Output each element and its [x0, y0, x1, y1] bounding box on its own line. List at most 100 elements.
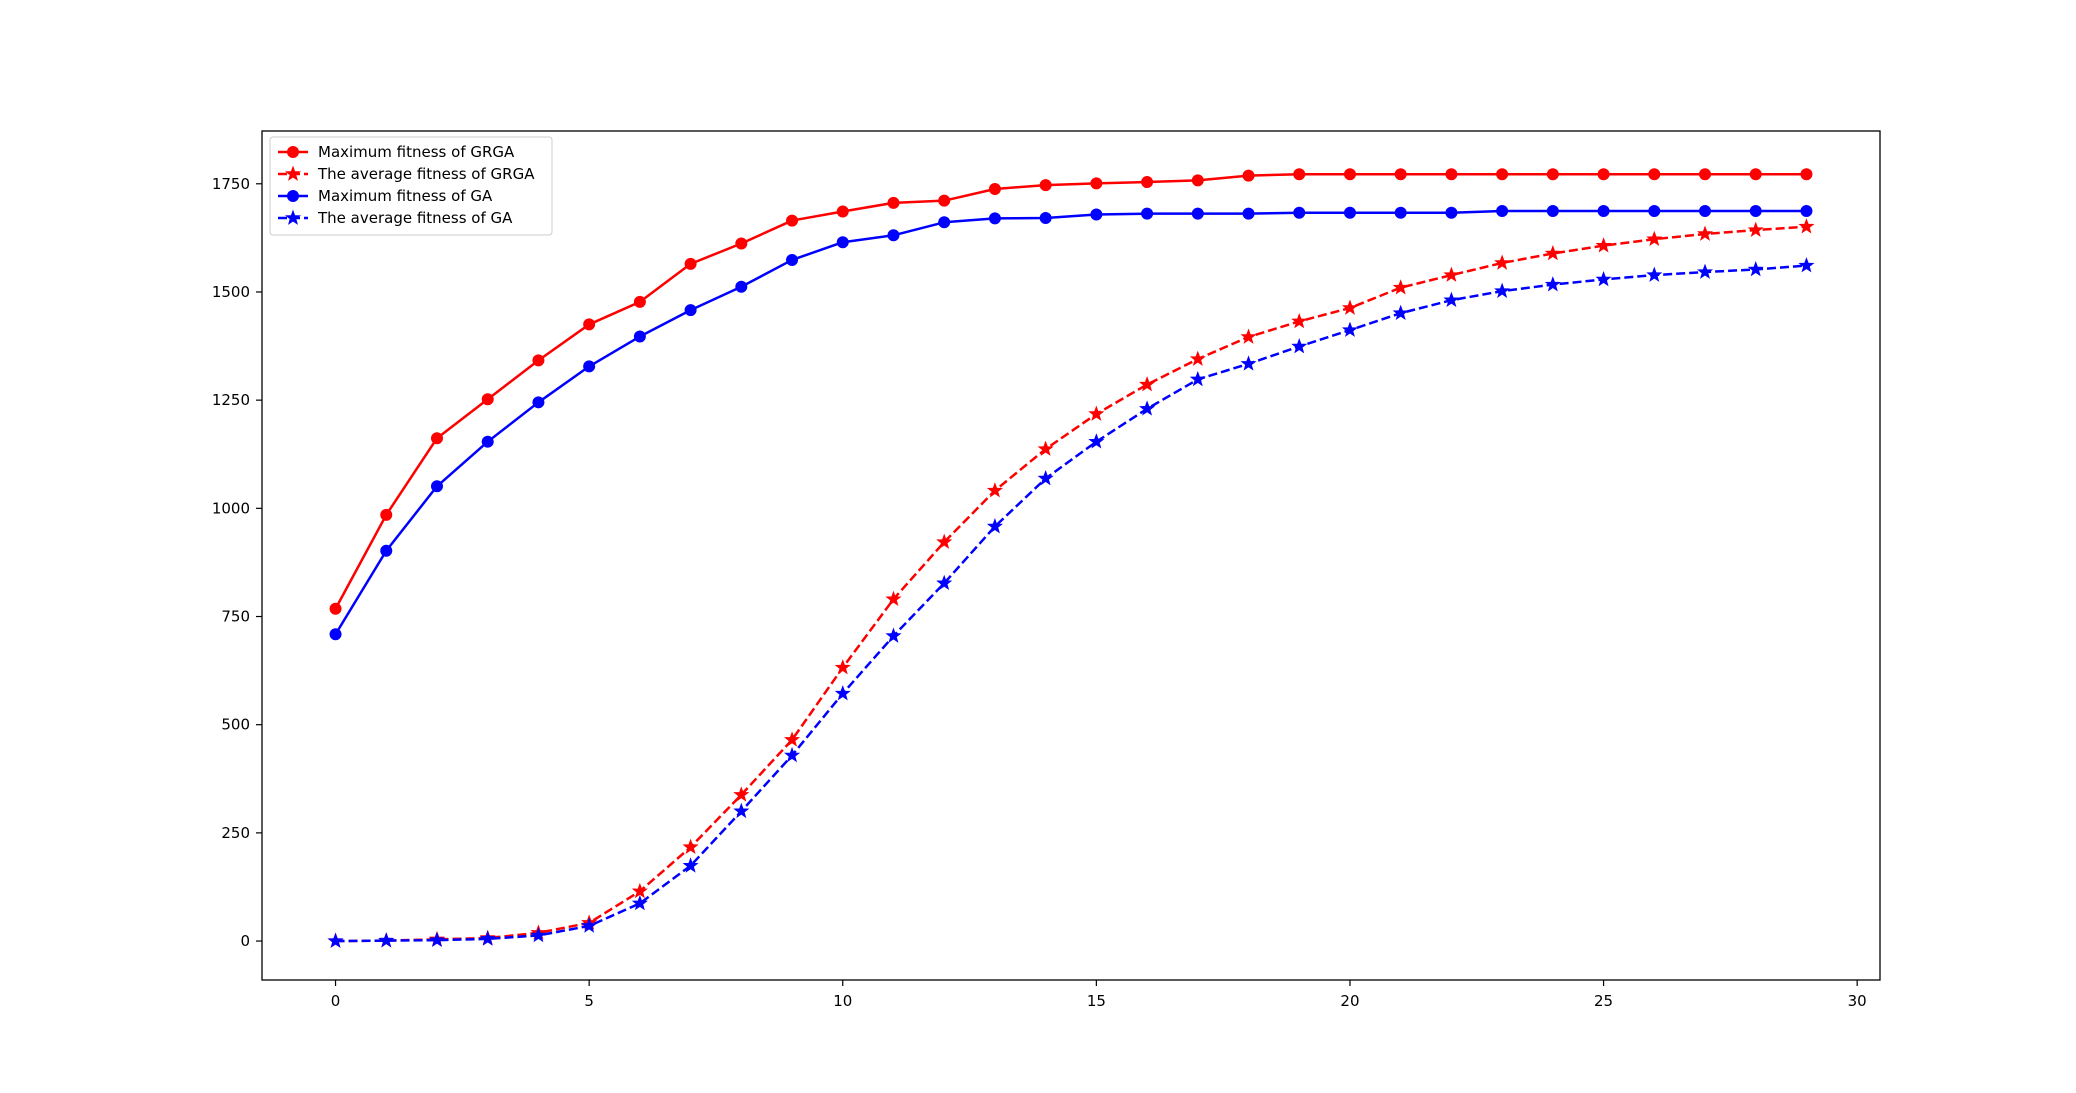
legend-label: The average fitness of GRGA — [317, 165, 535, 183]
data-point — [1800, 168, 1813, 181]
data-point — [430, 480, 443, 493]
x-tick-label: 10 — [833, 992, 852, 1010]
data-point — [936, 574, 953, 591]
data-point — [836, 205, 849, 218]
series-line — [335, 264, 1807, 943]
data-point — [329, 602, 342, 615]
data-point — [1494, 254, 1511, 270]
data-point — [583, 360, 596, 373]
x-tick-label: 25 — [1594, 992, 1613, 1010]
y-tick-label: 1750 — [212, 175, 250, 193]
data-point — [1242, 207, 1255, 220]
data-point — [1394, 168, 1407, 181]
data-point — [479, 930, 496, 946]
data-point — [378, 932, 395, 948]
y-tick-label: 750 — [221, 608, 250, 626]
data-point — [1037, 440, 1054, 456]
y-tick-label: 0 — [240, 932, 250, 950]
plot-area — [327, 168, 1815, 948]
data-point — [1798, 218, 1815, 234]
legend-label: Maximum fitness of GA — [318, 187, 493, 205]
legend-label: The average fitness of GA — [317, 209, 513, 227]
y-tick-label: 500 — [221, 716, 250, 734]
data-point — [1139, 376, 1156, 392]
data-point — [1494, 282, 1511, 298]
data-point — [786, 253, 799, 266]
legend-marker — [284, 209, 302, 225]
data-point — [938, 194, 951, 207]
data-point — [783, 746, 801, 763]
legend-box — [269, 136, 553, 236]
data-point — [1090, 177, 1103, 190]
series-1 — [329, 168, 1813, 615]
data-point — [1293, 206, 1306, 219]
y-tick-label: 1250 — [212, 391, 250, 409]
data-point — [1088, 433, 1105, 449]
data-point — [887, 229, 900, 242]
legend-label: Maximum fitness of GRGA — [318, 143, 515, 161]
x-tick-label: 0 — [331, 992, 341, 1010]
data-point — [1496, 168, 1509, 181]
data-point — [834, 685, 851, 701]
data-point — [583, 318, 596, 331]
data-point — [783, 731, 801, 747]
data-point — [1443, 266, 1460, 282]
data-point — [1141, 176, 1154, 189]
axes: 0 5 10 15 20 25 30 0 250 500 750 1000 1250 1500 1750 — [212, 130, 1881, 1010]
data-point — [1800, 205, 1813, 218]
data-point — [1392, 304, 1409, 321]
data-point — [1646, 266, 1663, 282]
data-point — [1699, 205, 1712, 218]
data-point — [1394, 206, 1407, 219]
axes-frame — [261, 130, 1881, 981]
data-point — [631, 894, 648, 911]
data-point — [1240, 355, 1257, 371]
data-point — [1595, 237, 1612, 253]
data-point — [1343, 168, 1356, 181]
data-point — [1240, 328, 1257, 344]
data-point — [834, 659, 851, 675]
x-tick-label: 5 — [584, 992, 594, 1010]
data-point — [684, 304, 697, 317]
legend-item: Maximum fitness of GA — [278, 187, 493, 205]
data-point — [1496, 205, 1509, 218]
data-point — [1341, 321, 1359, 337]
data-point — [733, 802, 750, 819]
data-point — [986, 518, 1003, 534]
data-point — [1291, 312, 1308, 329]
data-point — [1037, 470, 1054, 486]
data-point — [1445, 206, 1458, 219]
legend-marker — [287, 190, 299, 202]
series-line — [334, 173, 1807, 610]
data-point — [1445, 168, 1458, 181]
data-point — [1597, 168, 1610, 181]
data-point — [684, 257, 697, 270]
y-tick-label: 250 — [221, 824, 250, 842]
data-point — [1648, 205, 1661, 218]
data-point — [1747, 261, 1764, 277]
data-point — [1696, 225, 1714, 241]
data-point — [1189, 370, 1206, 387]
data-point — [1293, 168, 1306, 181]
data-point — [988, 212, 1001, 225]
data-point — [1597, 205, 1610, 218]
data-point — [735, 237, 748, 250]
series-3 — [329, 205, 1813, 641]
data-point — [532, 396, 545, 409]
data-point — [1798, 257, 1815, 273]
legend-item: The average fitness of GA — [278, 209, 513, 227]
data-point — [633, 330, 646, 343]
data-point — [887, 196, 900, 209]
data-point — [885, 627, 902, 643]
x-tick-label: 15 — [1087, 992, 1106, 1010]
data-point — [836, 236, 849, 249]
series-line — [334, 209, 1807, 635]
data-point — [481, 393, 494, 406]
data-point — [1546, 205, 1559, 218]
x-tick-label: 20 — [1340, 992, 1359, 1010]
data-point — [327, 932, 344, 948]
x-tick-label: 30 — [1848, 992, 1867, 1010]
data-point — [1749, 168, 1762, 181]
data-point — [532, 354, 545, 367]
